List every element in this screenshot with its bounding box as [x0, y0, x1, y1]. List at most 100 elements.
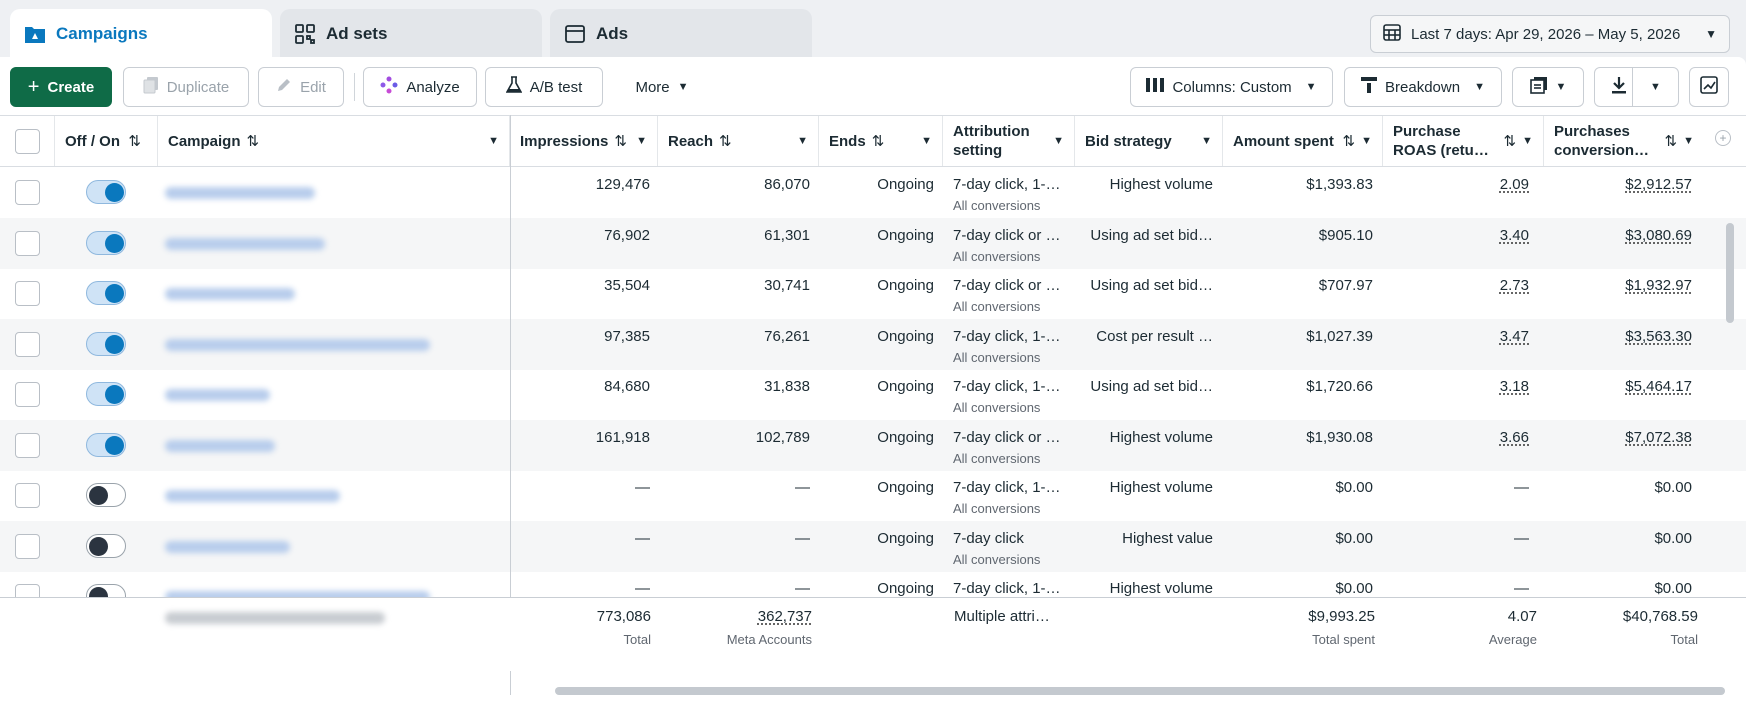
- col-bid-strategy[interactable]: Bid strategy ▼: [1075, 116, 1223, 166]
- campaign-name-redacted[interactable]: [165, 540, 290, 553]
- table-row[interactable]: 76,902 61,301 Ongoing 7-day click or … All c…: [0, 217, 1746, 269]
- amount-spent-cell: $0.00: [1335, 479, 1373, 496]
- col-purchase-roas[interactable]: Purchase ROAS (retu… ⇅ ▼: [1383, 116, 1544, 166]
- conversion-cell[interactable]: $1,932.97: [1625, 277, 1692, 294]
- caret-down-icon: ▼: [1474, 81, 1485, 93]
- window-icon: [564, 23, 586, 45]
- campaign-name-redacted[interactable]: [165, 490, 340, 502]
- sort-icon[interactable]: ⇅: [614, 132, 627, 150]
- ab-test-button[interactable]: A/B test: [485, 67, 603, 107]
- reports-button[interactable]: ▼: [1512, 67, 1584, 107]
- campaign-name-redacted[interactable]: [165, 237, 325, 250]
- horizontal-scrollbar[interactable]: [555, 687, 1725, 695]
- select-all-checkbox[interactable]: [14, 128, 40, 154]
- tab-ads[interactable]: Ads: [550, 9, 812, 58]
- row-checkbox[interactable]: [15, 331, 40, 357]
- row-checkbox[interactable]: [15, 584, 40, 597]
- charts-button[interactable]: [1689, 67, 1729, 107]
- roas-cell[interactable]: 3.18: [1499, 378, 1529, 395]
- campaign-toggle[interactable]: [86, 382, 126, 406]
- col-purchases-conversion[interactable]: Purchases conversion… ⇅ ▼: [1544, 116, 1704, 166]
- row-checkbox[interactable]: [15, 432, 40, 458]
- conversion-cell[interactable]: $7,072.38: [1625, 428, 1692, 446]
- col-attribution[interactable]: Attribution setting ▼: [943, 116, 1075, 166]
- sort-icon[interactable]: ⇅: [719, 132, 732, 150]
- conversion-cell[interactable]: $5,464.17: [1625, 378, 1692, 395]
- row-checkbox[interactable]: [15, 483, 40, 508]
- table-row[interactable]: 35,504 30,741 Ongoing 7-day click or … All c…: [0, 268, 1746, 319]
- campaign-toggle[interactable]: [86, 331, 126, 356]
- attribution-cell: 7-day click or …: [953, 226, 1061, 244]
- conversion-cell[interactable]: $3,080.69: [1625, 226, 1692, 244]
- sort-icon[interactable]: ⇅: [246, 132, 260, 150]
- roas-cell[interactable]: 3.66: [1499, 428, 1529, 446]
- roas-cell[interactable]: 3.40: [1499, 226, 1529, 244]
- table-row[interactable]: — — Ongoing 7-day click All conversions Highe…: [0, 520, 1746, 572]
- row-checkbox[interactable]: [15, 382, 40, 407]
- sort-icon[interactable]: ⇅: [1664, 132, 1678, 150]
- campaign-toggle[interactable]: [86, 533, 126, 558]
- campaign-toggle[interactable]: [86, 432, 126, 457]
- export-menu-button[interactable]: ▼: [1632, 67, 1679, 107]
- total-reach[interactable]: 362,737: [757, 608, 812, 625]
- caret-down-icon[interactable]: ▼: [921, 134, 932, 147]
- conversion-cell: $0.00: [1654, 529, 1692, 547]
- caret-down-icon[interactable]: ▼: [1522, 134, 1533, 147]
- table-row[interactable]: 129,476 86,070 Ongoing 7-day click, 1-… All …: [0, 167, 1746, 218]
- caret-down-icon[interactable]: ▼: [1361, 134, 1372, 147]
- col-off-on[interactable]: Off / On ⇅: [55, 116, 158, 166]
- campaign-name-redacted[interactable]: [165, 288, 295, 300]
- create-button[interactable]: + Create: [10, 67, 112, 107]
- table-row[interactable]: 84,680 31,838 Ongoing 7-day click, 1-… All c…: [0, 369, 1746, 420]
- caret-down-icon[interactable]: ▼: [1683, 134, 1694, 147]
- conversion-cell[interactable]: $3,563.30: [1625, 327, 1692, 345]
- breakdown-button[interactable]: Breakdown ▼: [1344, 67, 1502, 107]
- tab-campaigns[interactable]: Campaigns: [10, 9, 272, 58]
- columns-button[interactable]: Columns: Custom ▼: [1130, 67, 1333, 107]
- campaign-toggle[interactable]: [86, 281, 126, 305]
- row-checkbox[interactable]: [15, 230, 40, 256]
- campaign-name-redacted[interactable]: [165, 187, 315, 199]
- roas-cell[interactable]: 2.09: [1499, 176, 1529, 193]
- sort-icon[interactable]: ⇅: [1342, 132, 1356, 150]
- col-impressions[interactable]: Impressions ⇅ ▼: [510, 116, 658, 166]
- sort-icon[interactable]: ⇅: [128, 132, 141, 150]
- campaign-toggle[interactable]: [86, 230, 126, 255]
- campaign-name-redacted[interactable]: [165, 389, 270, 401]
- date-range-picker[interactable]: Last 7 days: Apr 29, 2026 – May 5, 2026 …: [1370, 15, 1730, 53]
- row-checkbox[interactable]: [15, 180, 40, 205]
- sort-icon[interactable]: ⇅: [871, 132, 885, 150]
- campaign-toggle[interactable]: [86, 584, 126, 597]
- col-campaign[interactable]: Campaign ⇅ ▼: [158, 116, 510, 166]
- roas-cell[interactable]: 3.47: [1499, 327, 1529, 345]
- campaign-name-redacted[interactable]: [165, 591, 430, 597]
- caret-down-icon[interactable]: ▼: [1201, 134, 1212, 147]
- roas-cell[interactable]: 2.73: [1499, 277, 1529, 294]
- analyze-button[interactable]: Analyze: [363, 67, 477, 107]
- conversion-cell[interactable]: $2,912.57: [1625, 176, 1692, 193]
- col-amount-spent[interactable]: Amount spent ⇅ ▼: [1223, 116, 1383, 166]
- more-button[interactable]: More ▼: [614, 67, 710, 107]
- edit-button[interactable]: Edit: [258, 67, 344, 107]
- caret-down-icon[interactable]: ▼: [636, 134, 647, 147]
- duplicate-button[interactable]: Duplicate: [123, 67, 249, 107]
- row-checkbox[interactable]: [15, 533, 40, 559]
- caret-down-icon[interactable]: ▼: [797, 134, 808, 147]
- campaign-name-redacted[interactable]: [165, 338, 430, 351]
- table-row[interactable]: 161,918 102,789 Ongoing 7-day click or … All…: [0, 419, 1746, 471]
- caret-down-icon[interactable]: ▼: [488, 134, 499, 147]
- sort-icon[interactable]: ⇅: [1503, 132, 1517, 150]
- campaign-toggle[interactable]: [86, 180, 126, 204]
- caret-down-icon[interactable]: ▼: [1053, 134, 1064, 147]
- col-ends[interactable]: Ends ⇅ ▼: [819, 116, 943, 166]
- table-row[interactable]: 97,385 76,261 Ongoing 7-day click, 1-… All c…: [0, 318, 1746, 370]
- add-column-icon[interactable]: +: [1715, 130, 1731, 146]
- tab-ad-sets[interactable]: Ad sets: [280, 9, 542, 58]
- campaign-name-redacted[interactable]: [165, 439, 275, 452]
- col-reach[interactable]: Reach ⇅ ▼: [658, 116, 819, 166]
- row-checkbox[interactable]: [15, 281, 40, 306]
- vertical-scrollbar[interactable]: [1726, 223, 1734, 323]
- campaign-toggle[interactable]: [86, 483, 126, 507]
